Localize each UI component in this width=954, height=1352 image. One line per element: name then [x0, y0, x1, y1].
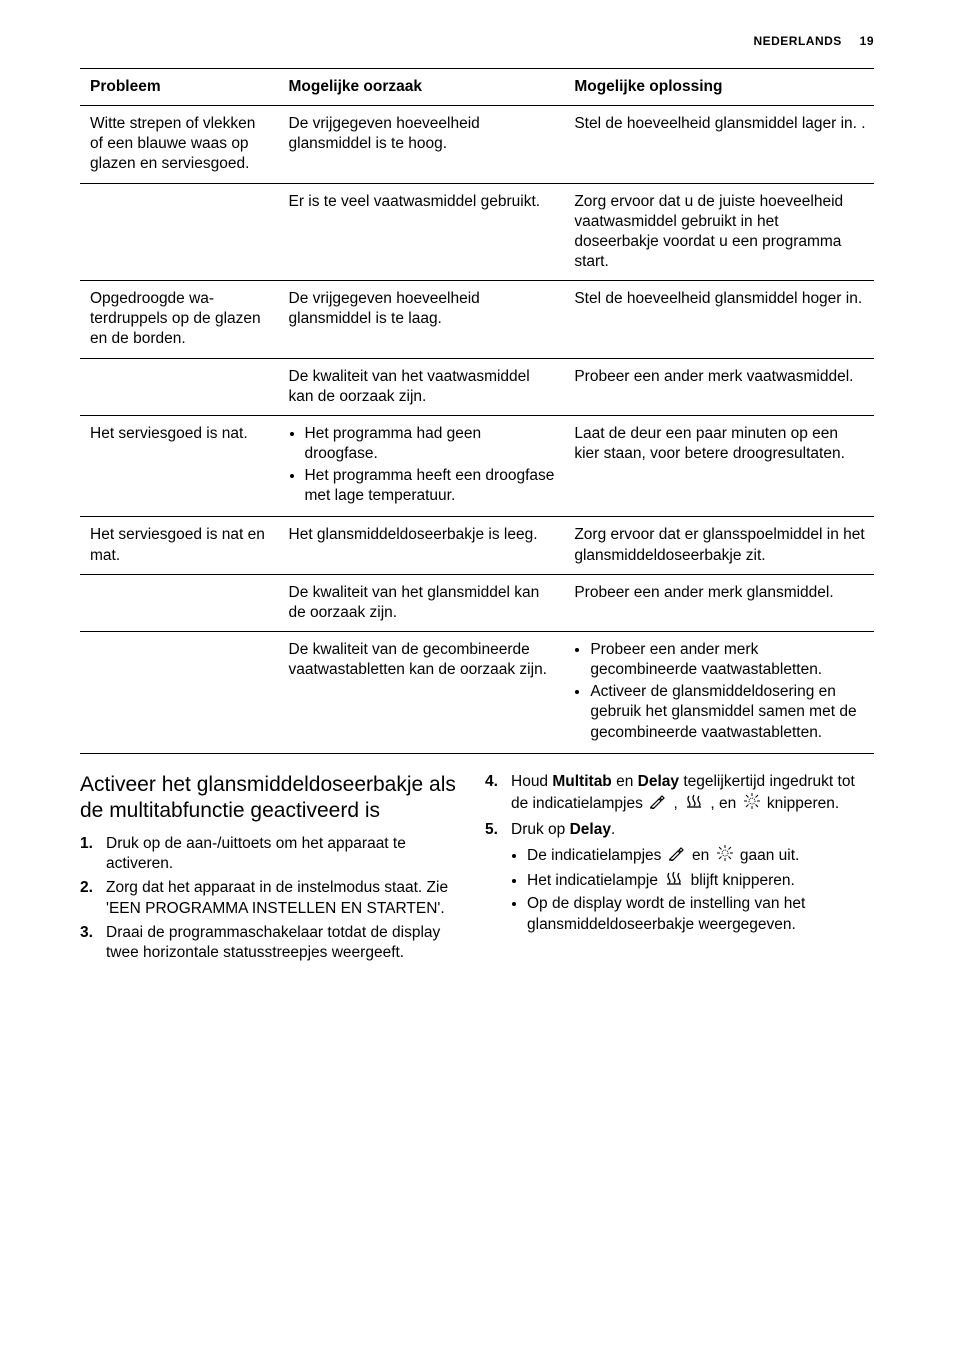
table-header-row: Probleem Mogelijke oorzaak Mogelijke opl… — [80, 69, 874, 106]
cell-solution: Stel de hoeveelheid glans­middel lager i… — [564, 106, 874, 183]
cell-solution: Probeer een ander merk gecombineerde vaa… — [564, 631, 874, 753]
cell-solution: Stel de hoeveelheid glans­middel hoger i… — [564, 281, 874, 358]
table-row: Opgedroogde wa­terdruppels op de glazen … — [80, 281, 874, 358]
step-item: Zorg dat het apparaat in de instelmo­dus… — [80, 878, 469, 918]
steps-list-right: Houd Multitab en Delay tegelijkertijd in… — [485, 772, 874, 840]
column-left: Activeer het glansmiddeldoseerbakje als … — [80, 772, 469, 967]
steam-icon — [684, 793, 704, 815]
cell-cause: Het glansmiddeldoseerbak­je is leeg. — [279, 517, 565, 574]
cell-problem: Witte strepen of vlekken of een blau­we … — [80, 106, 279, 183]
section-heading: Activeer het glansmiddeldoseerbakje als … — [80, 772, 469, 825]
steam-icon — [664, 870, 684, 892]
cell-solution: Probeer een ander merk vaatwasmiddel. — [564, 358, 874, 415]
troubleshooting-table: Probleem Mogelijke oorzaak Mogelijke opl… — [80, 68, 874, 754]
cell-cause: Het programma had geen droogfase.Het pro… — [279, 415, 565, 517]
step-item: Draai de programmaschakelaar totdat de d… — [80, 923, 469, 963]
table-row: Er is te veel vaatwasmiddel gebruikt.Zor… — [80, 183, 874, 281]
table-row: De kwaliteit van de gecom­bineerde vaatw… — [80, 631, 874, 753]
cell-solution: Laat de deur een paar minu­ten op een ki… — [564, 415, 874, 517]
sub-bullet: Het indicatielampje blijft knip­peren. — [527, 870, 874, 892]
sun-icon — [743, 792, 761, 816]
step-5: Druk op Delay. — [485, 820, 874, 840]
sub-bullet: De indicatielampjes en gaan uit. — [527, 844, 874, 868]
cell-cause: De vrijgegeven hoeveel­heid glansmiddel … — [279, 106, 565, 183]
cell-problem — [80, 574, 279, 631]
step-5-subbullets: De indicatielampjes en gaan uit. Het ind… — [485, 844, 874, 935]
cell-problem: Opgedroogde wa­terdruppels op de glazen … — [80, 281, 279, 358]
step-item: Druk op de aan-/uittoets om het ap­paraa… — [80, 834, 469, 874]
table-row: De kwaliteit van het vaat­wasmiddel kan … — [80, 358, 874, 415]
cell-problem — [80, 631, 279, 753]
brush-icon — [668, 845, 686, 867]
cell-solution: Zorg ervoor dat u de juiste hoeveelheid … — [564, 183, 874, 281]
header-page-number: 19 — [860, 34, 874, 48]
cell-problem — [80, 358, 279, 415]
brush-icon — [649, 793, 667, 815]
cell-cause: De kwaliteit van het vaat­wasmiddel kan … — [279, 358, 565, 415]
steps-list-left: Druk op de aan-/uittoets om het ap­paraa… — [80, 834, 469, 963]
step-4: Houd Multitab en Delay tegelijkertijd in… — [485, 772, 874, 816]
cell-problem — [80, 183, 279, 281]
instruction-columns: Activeer het glansmiddeldoseerbakje als … — [80, 772, 874, 967]
sun-icon — [716, 844, 734, 868]
cell-cause: De vrijgegeven hoeveel­heid glansmiddel … — [279, 281, 565, 358]
cell-cause: De kwaliteit van de gecom­bineerde vaatw… — [279, 631, 565, 753]
cell-problem: Het serviesgoed is nat en mat. — [80, 517, 279, 574]
cell-solution: Probeer een ander merk glansmiddel. — [564, 574, 874, 631]
table-row: Het serviesgoed is nat en mat.Het glansm… — [80, 517, 874, 574]
header-language: NEDERLANDS — [753, 34, 841, 48]
column-right: Houd Multitab en Delay tegelijkertijd in… — [485, 772, 874, 967]
sub-bullet: Op de display wordt de instelling van he… — [527, 894, 874, 934]
col-header-0: Probleem — [80, 69, 279, 106]
table-row: De kwaliteit van het glans­middel kan de… — [80, 574, 874, 631]
col-header-1: Mogelijke oorzaak — [279, 69, 565, 106]
cell-cause: De kwaliteit van het glans­middel kan de… — [279, 574, 565, 631]
col-header-2: Mogelijke oplossing — [564, 69, 874, 106]
page-header: NEDERLANDS 19 — [80, 34, 874, 48]
table-row: Het serviesgoed is nat.Het programma had… — [80, 415, 874, 517]
cell-cause: Er is te veel vaatwasmiddel gebruikt. — [279, 183, 565, 281]
cell-problem: Het serviesgoed is nat. — [80, 415, 279, 517]
table-row: Witte strepen of vlekken of een blau­we … — [80, 106, 874, 183]
cell-solution: Zorg ervoor dat er glans­spoelmiddel in … — [564, 517, 874, 574]
